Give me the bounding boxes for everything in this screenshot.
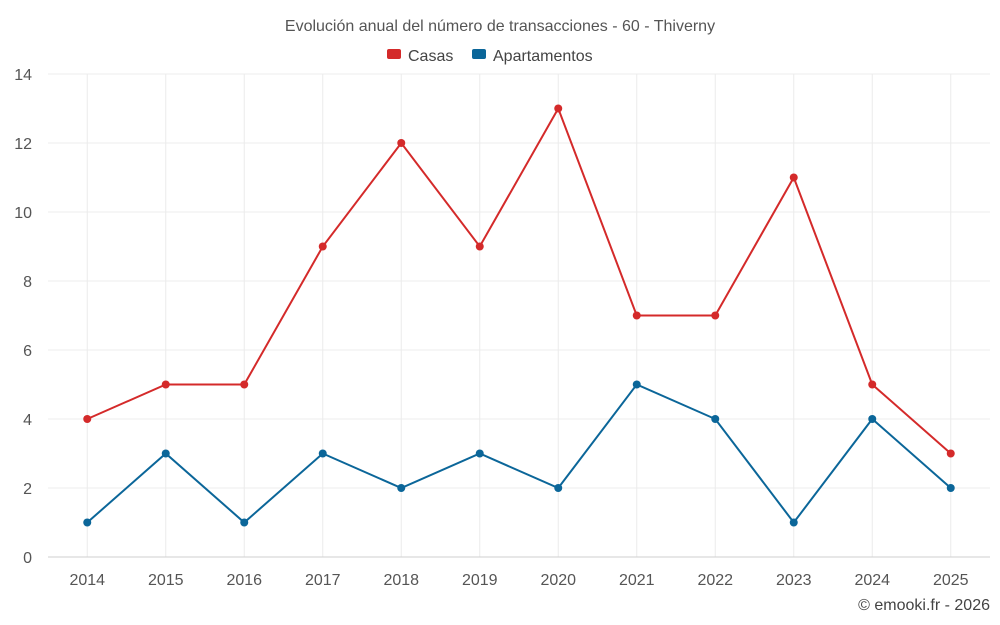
data-point-apartamentos[interactable] — [161, 449, 170, 458]
data-point-apartamentos[interactable] — [554, 484, 563, 492]
x-tick-label: 2014 — [69, 572, 105, 589]
data-point-apartamentos[interactable] — [632, 380, 641, 389]
x-tick-label: 2019 — [462, 572, 498, 589]
x-tick-label: 2022 — [697, 572, 733, 589]
data-point-apartamentos[interactable] — [946, 484, 955, 492]
x-tick-label: 2024 — [854, 572, 890, 589]
y-tick-label: 10 — [14, 205, 32, 222]
series — [83, 104, 955, 527]
data-point-casas[interactable] — [161, 380, 170, 389]
legend-item-casas[interactable]: Casas — [387, 48, 453, 65]
y-tick-label: 8 — [23, 274, 32, 291]
grid — [48, 73, 990, 558]
data-point-apartamentos[interactable] — [240, 518, 249, 527]
y-tick-label: 12 — [14, 136, 32, 153]
data-point-casas[interactable] — [946, 449, 955, 458]
x-tick-label: 2015 — [148, 572, 184, 589]
data-point-apartamentos[interactable] — [318, 449, 327, 458]
legend-label-casas: Casas — [408, 48, 453, 65]
credit-text: © emooki.fr - 2026 — [858, 597, 990, 614]
x-tick-label: 2023 — [776, 572, 812, 589]
data-point-casas[interactable] — [711, 311, 720, 320]
data-point-casas[interactable] — [240, 380, 249, 389]
data-point-apartamentos[interactable] — [397, 484, 406, 492]
y-axis: 0 2 4 6 8 10 12 14 — [14, 67, 32, 567]
y-tick-label: 14 — [14, 67, 32, 84]
series-line-apartamentos — [86, 383, 952, 525]
legend-swatch-apartamentos — [472, 49, 486, 59]
x-tick-label: 2021 — [619, 572, 655, 589]
legend-item-apartamentos[interactable]: Apartamentos — [472, 48, 593, 65]
x-tick-label: 2018 — [383, 572, 419, 589]
legend-label-apartamentos: Apartamentos — [493, 48, 593, 65]
y-tick-label: 6 — [23, 343, 32, 360]
data-point-casas[interactable] — [397, 139, 406, 147]
data-point-apartamentos[interactable] — [475, 449, 484, 458]
legend-swatch-casas — [387, 49, 401, 59]
data-point-apartamentos[interactable] — [868, 415, 877, 423]
data-point-casas[interactable] — [318, 242, 327, 251]
data-point-apartamentos[interactable] — [789, 518, 798, 527]
y-tick-label: 0 — [23, 550, 32, 567]
y-tick-label: 4 — [23, 412, 32, 429]
data-point-casas[interactable] — [868, 380, 877, 389]
y-tick-label: 2 — [23, 481, 32, 498]
legend: Casas Apartamentos — [387, 48, 593, 65]
data-point-casas[interactable] — [475, 242, 484, 251]
x-tick-label: 2016 — [226, 572, 262, 589]
x-tick-label: 2025 — [933, 572, 969, 589]
data-point-casas[interactable] — [632, 311, 641, 320]
data-point-apartamentos[interactable] — [83, 518, 92, 527]
series-line-casas — [86, 106, 952, 455]
chart-title: Evolución anual del número de transaccio… — [285, 18, 715, 35]
data-point-casas[interactable] — [554, 104, 563, 113]
data-point-apartamentos[interactable] — [711, 415, 720, 423]
x-tick-label: 2020 — [540, 572, 576, 589]
x-tick-label: 2017 — [305, 572, 341, 589]
x-axis: 2014 2015 2016 2017 2018 2019 2020 2021 2022 2023… — [69, 572, 968, 589]
data-point-casas[interactable] — [83, 415, 92, 423]
data-point-casas[interactable] — [789, 173, 798, 182]
